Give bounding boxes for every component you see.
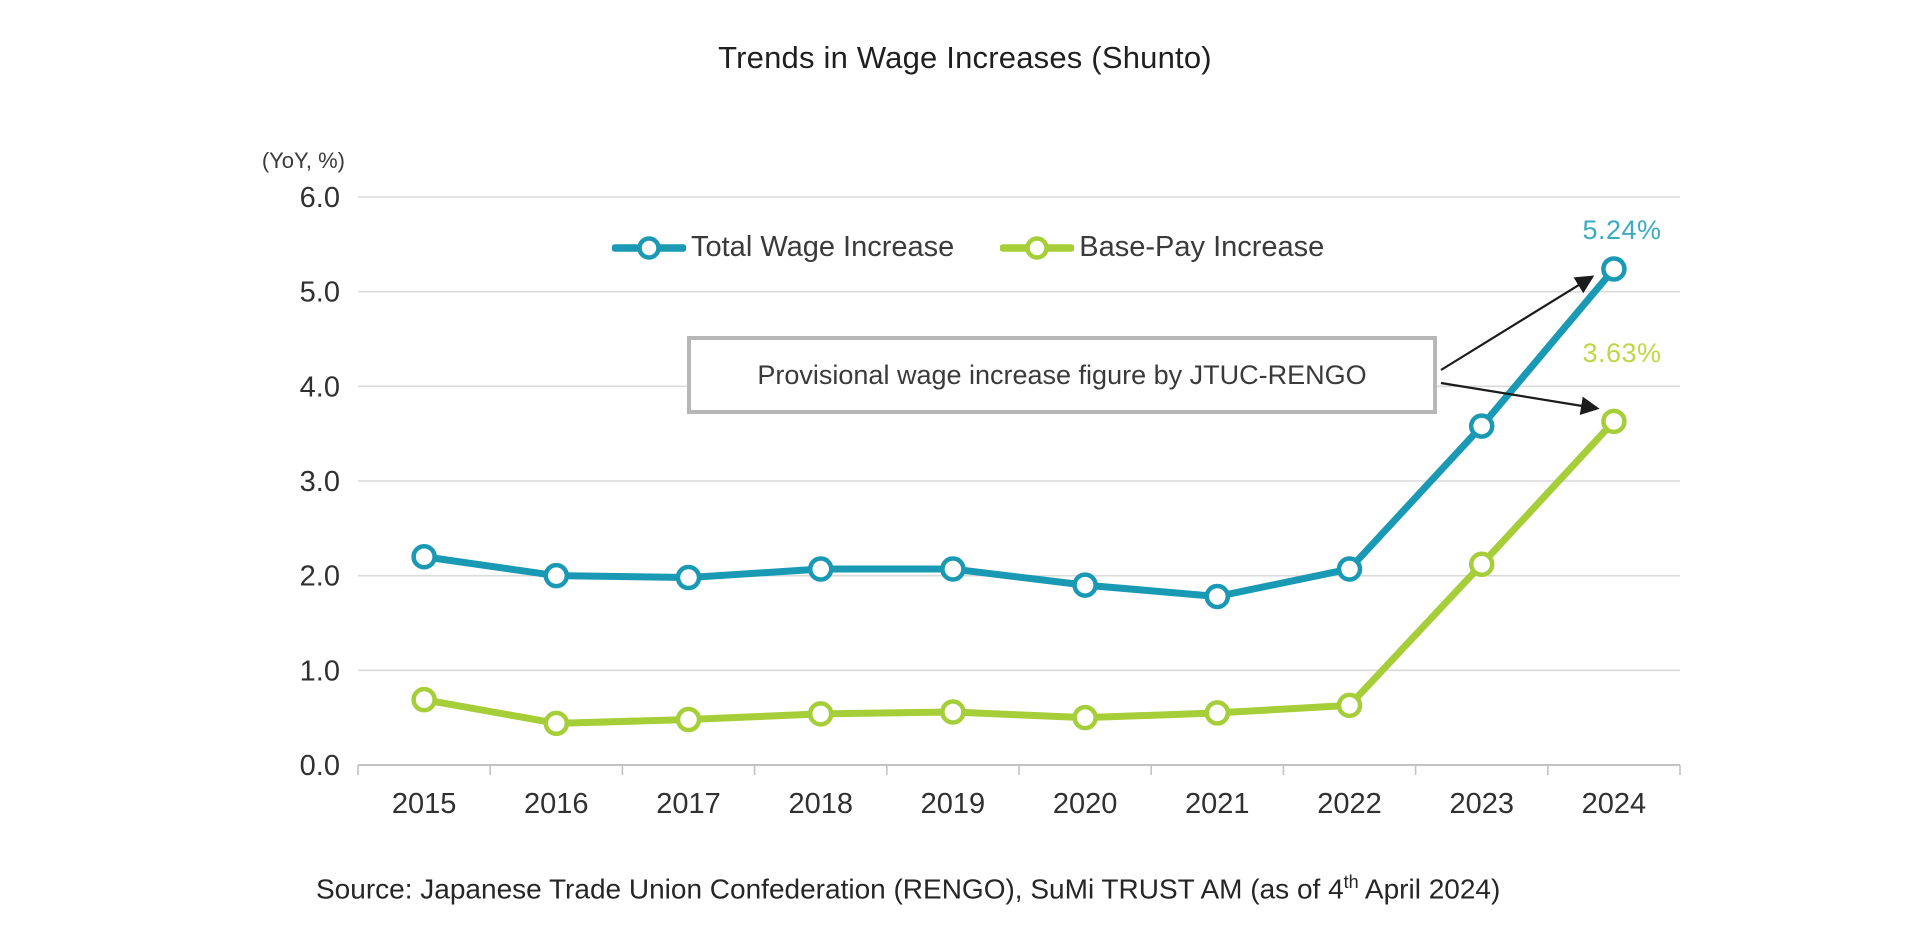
y-tick-label: 0.0 xyxy=(300,750,340,782)
source-text-prefix: Source: Japanese Trade Union Confederati… xyxy=(316,873,1344,905)
data-point xyxy=(675,564,702,591)
annotation-text: Provisional wage increase figure by JTUC… xyxy=(757,359,1367,390)
y-tick-label: 4.0 xyxy=(300,371,340,403)
total-wage-line-marker-icon xyxy=(612,235,686,260)
x-tick-label: 2017 xyxy=(656,788,721,820)
x-tick-label: 2019 xyxy=(921,788,986,820)
data-point xyxy=(1072,704,1098,731)
data-point xyxy=(543,562,570,589)
x-tick-label: 2022 xyxy=(1317,788,1382,820)
source-note: Source: Japanese Trade Union Confederati… xyxy=(316,872,1500,905)
series-line-total-wage-increase xyxy=(420,265,1618,600)
data-point xyxy=(1336,556,1363,582)
x-tick-label: 2020 xyxy=(1053,788,1118,820)
data-point xyxy=(675,706,702,733)
annotation-arrow-to-base-2024 xyxy=(1440,381,1600,416)
data-point xyxy=(411,543,437,570)
annotation-box: Provisional wage increase figure by JTUC… xyxy=(687,336,1437,414)
base-pay-line-marker-icon xyxy=(1000,235,1075,260)
annotation-arrow-to-total-2024 xyxy=(1440,275,1595,371)
data-point xyxy=(940,699,966,725)
data-point xyxy=(807,701,834,727)
value-label-base-2024: 3.63% xyxy=(1582,338,1662,368)
data-point xyxy=(1204,583,1231,610)
data-point xyxy=(1072,572,1098,598)
x-tick-label: 2015 xyxy=(392,788,457,820)
data-point xyxy=(411,686,437,713)
y-tick-label: 6.0 xyxy=(300,182,340,214)
y-tick-label: 3.0 xyxy=(300,466,340,498)
source-text-suffix: April 2024) xyxy=(1358,873,1501,905)
data-point xyxy=(1336,692,1363,719)
data-point xyxy=(807,556,834,582)
x-tick-label: 2016 xyxy=(524,788,589,820)
x-tick-label: 2021 xyxy=(1185,788,1250,820)
series-line-base-pay-increase xyxy=(420,417,1618,727)
legend-item-total-wage: Total Wage Increase xyxy=(612,231,954,264)
data-point xyxy=(1601,408,1627,435)
legend-label-base-pay: Base-Pay Increase xyxy=(1079,231,1325,263)
data-point xyxy=(543,710,570,737)
data-point xyxy=(1204,700,1231,726)
data-point xyxy=(1468,413,1495,439)
data-point xyxy=(940,556,966,582)
y-tick-label: 2.0 xyxy=(300,561,340,593)
data-point xyxy=(1601,256,1627,282)
source-superscript: th xyxy=(1343,872,1359,892)
chart-title: Trends in Wage Increases (Shunto) xyxy=(718,40,1212,75)
x-tick-label: 2024 xyxy=(1582,788,1647,820)
y-tick-label: 5.0 xyxy=(300,277,340,309)
x-tick-label: 2018 xyxy=(788,788,853,820)
y-tick-label: 1.0 xyxy=(300,655,340,687)
value-label-total-2024: 5.24% xyxy=(1582,215,1662,245)
legend-label-total-wage: Total Wage Increase xyxy=(691,231,955,263)
data-point xyxy=(1468,551,1495,578)
y-axis-unit-label: (YoY, %) xyxy=(261,148,345,173)
x-tick-label: 2023 xyxy=(1449,788,1514,820)
legend-item-base-pay: Base-Pay Increase xyxy=(1000,231,1324,264)
legend: Total Wage Increase Base-Pay Increase xyxy=(612,231,1324,264)
